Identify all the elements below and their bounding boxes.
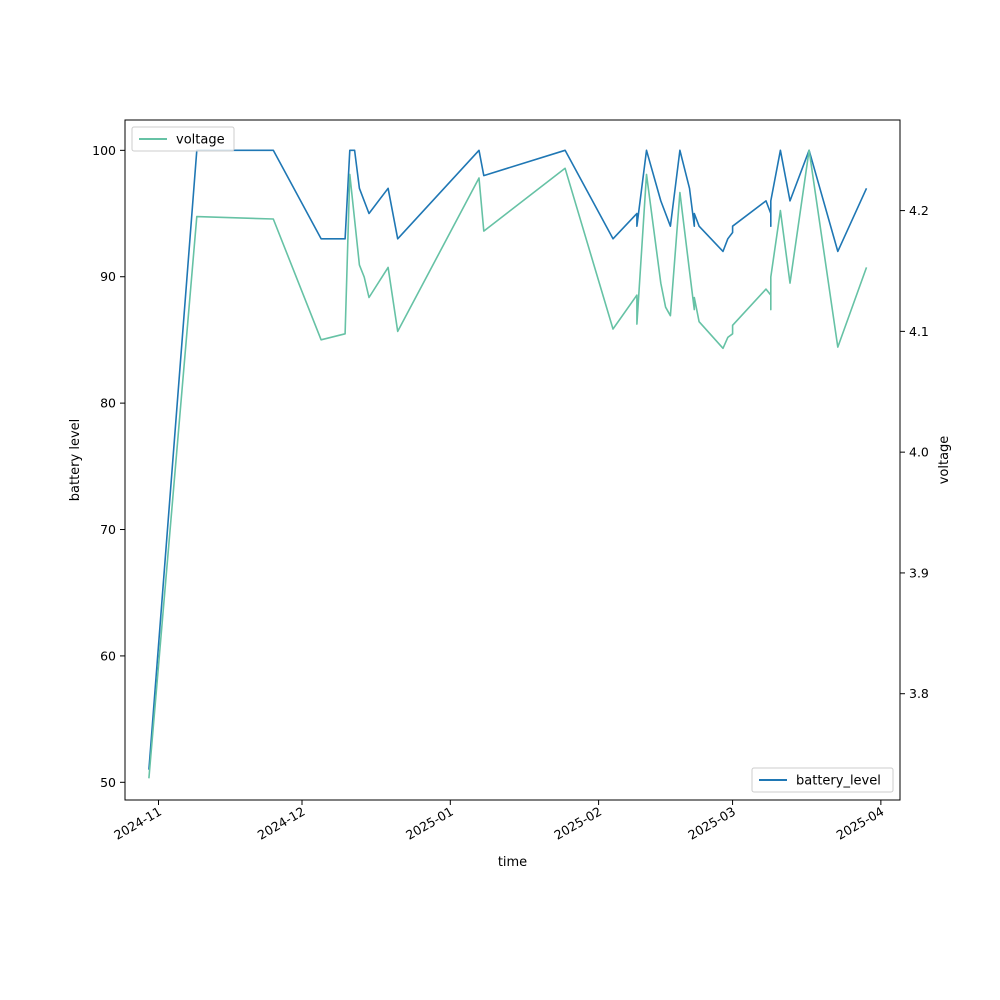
series-layer	[148, 149, 868, 779]
legend-box	[751, 767, 894, 793]
legend-battery-level: battery_level	[751, 767, 894, 793]
y2-tick-label: 4.1	[909, 324, 929, 339]
y-tick-label: 70	[100, 522, 116, 537]
y2-axis-ticks: 3.8 3.9 4.0 4.1 4.2	[900, 203, 929, 701]
legend-label-voltage: voltage	[176, 133, 225, 148]
y-tick-label: 100	[92, 143, 116, 158]
x-axis-title: time	[498, 855, 527, 870]
y-tick-label: 60	[100, 648, 116, 663]
y2-tick-label: 3.9	[909, 565, 929, 580]
legend-voltage: voltage	[131, 126, 235, 152]
y2-tick-label: 4.2	[909, 203, 929, 218]
legend-label-battery-level: battery_level	[796, 774, 881, 789]
series-line-voltage	[148, 149, 868, 779]
y-tick-label: 50	[100, 775, 116, 790]
y-tick-label: 90	[100, 269, 116, 284]
y-axis-ticks: 50 60 70 80 90 100	[92, 143, 125, 790]
y2-axis-title: voltage	[937, 436, 952, 485]
y2-tick-label: 3.8	[909, 686, 929, 701]
plot-frame	[124, 119, 901, 801]
y2-tick-label: 4.0	[909, 445, 929, 460]
y-axis-title: battery level	[68, 419, 83, 502]
legend-box	[131, 126, 235, 152]
series-line-battery-level	[148, 149, 868, 770]
y-tick-label: 80	[100, 396, 116, 411]
